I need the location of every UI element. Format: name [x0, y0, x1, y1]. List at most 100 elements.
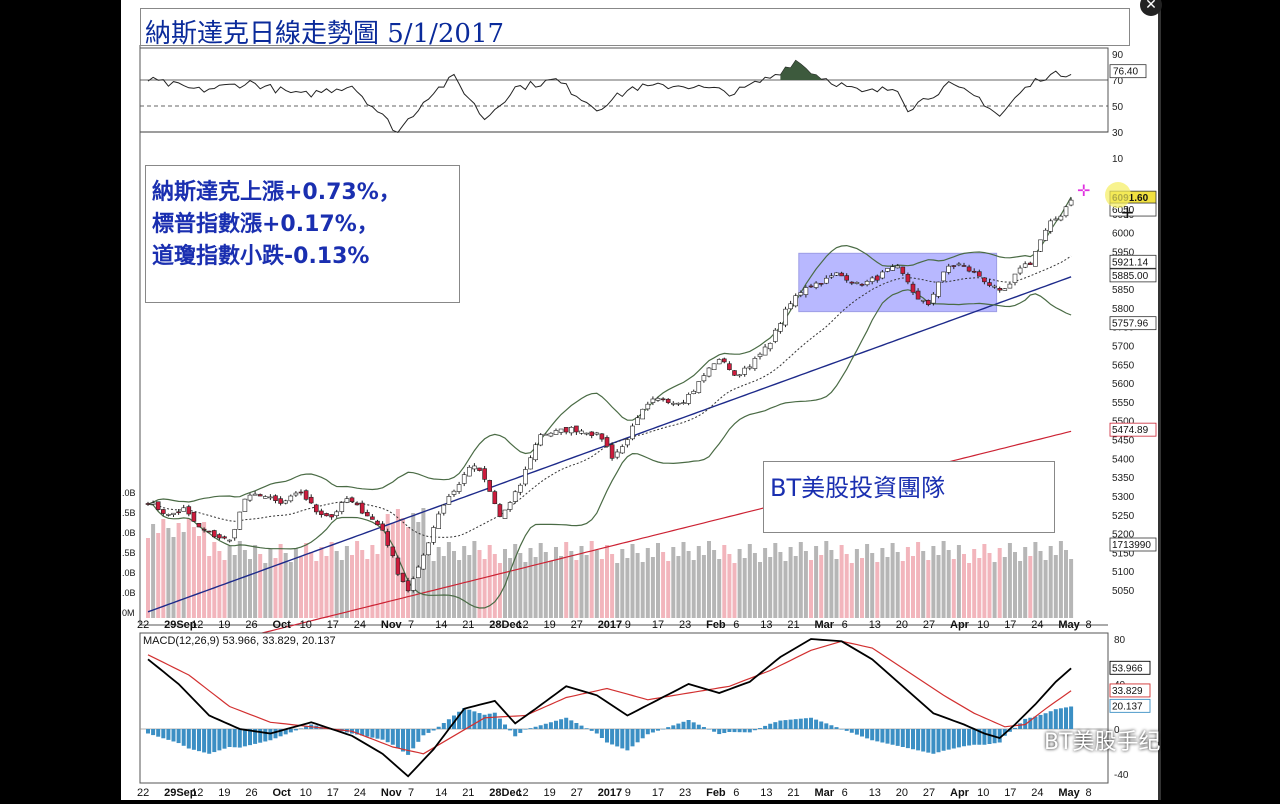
macd-histogram-bar	[472, 711, 477, 729]
volume-bar	[747, 544, 752, 618]
price-x-tick-label: 2017	[598, 619, 622, 631]
macd-histogram-bar	[584, 728, 589, 729]
macd-histogram-bar	[299, 728, 303, 729]
candle-body	[711, 363, 717, 370]
macd-histogram-bar	[304, 726, 309, 729]
candle-body	[767, 342, 773, 350]
macd-histogram-bar	[202, 729, 207, 753]
volume-bar	[916, 542, 921, 618]
volume-bar	[299, 557, 303, 618]
candle-body	[477, 467, 482, 471]
candle-body	[538, 434, 544, 446]
price-tick-label: 5300	[1112, 492, 1135, 503]
volume-bar	[905, 547, 910, 618]
volume-bar	[242, 550, 247, 618]
volume-bar	[406, 527, 411, 618]
macd-histogram-bar	[1058, 708, 1063, 729]
volume-bar	[875, 562, 880, 618]
macd-histogram-bar	[763, 725, 768, 729]
macd-histogram-bar	[237, 729, 242, 748]
macd-histogram-bar	[594, 729, 599, 734]
macd-histogram-bar	[681, 721, 686, 729]
candle-body	[329, 514, 334, 518]
macd-histogram-bar	[936, 729, 941, 753]
candle-body	[757, 353, 763, 357]
candle-body	[517, 484, 523, 493]
candle-body	[1043, 229, 1048, 241]
macd-histogram-bar	[288, 729, 293, 733]
macd-x-tick-label: Mar	[815, 787, 835, 799]
macd-histogram-bar	[579, 725, 584, 729]
volume-bar	[441, 556, 446, 618]
candle-body	[966, 266, 972, 272]
macd-histogram-bar	[513, 729, 518, 737]
price-x-tick-label: 27	[923, 619, 935, 631]
candle-body	[808, 285, 814, 288]
candle-body	[609, 444, 615, 459]
volume-bar	[671, 547, 676, 618]
macd-histogram-bar	[839, 729, 844, 730]
volume-bar	[921, 551, 926, 618]
price-panel	[139, 45, 1108, 663]
candle-body	[625, 439, 630, 446]
candle-body	[1048, 220, 1053, 232]
candle-body	[1053, 218, 1059, 221]
volume-bar	[1018, 561, 1023, 618]
volume-bar	[890, 543, 895, 618]
macd-histogram-bar	[625, 729, 630, 751]
candle-body	[339, 502, 345, 512]
macd-histogram-bar	[829, 725, 834, 729]
volume-bar	[426, 552, 431, 618]
candle-body	[161, 509, 166, 514]
close-icon[interactable]: ✕	[1140, 0, 1162, 16]
volume-bar	[288, 562, 293, 618]
macd-histogram-bar	[406, 729, 411, 755]
macd-x-tick-label: 10	[977, 787, 989, 799]
volume-bar	[324, 556, 329, 618]
macd-histogram-bar	[712, 729, 717, 732]
macd-histogram-bar	[462, 708, 467, 729]
price-x-tick-label: 28Dec	[489, 619, 521, 631]
candle-body	[446, 496, 452, 505]
candle-body	[961, 265, 967, 267]
price-x-tick-label: 12	[516, 619, 528, 631]
team-label: BT美股投資團隊	[770, 474, 946, 502]
candle-body	[676, 402, 681, 405]
candle-body	[640, 408, 646, 420]
volume-bar	[707, 541, 711, 618]
macd-histogram-bar	[630, 729, 635, 747]
candle-body	[829, 275, 834, 278]
macd-x-tick-label: 12	[516, 787, 528, 799]
price-x-tick-label: 21	[462, 619, 474, 631]
price-x-tick-label: Apr	[950, 619, 970, 631]
volume-bar	[956, 545, 961, 618]
macd-histogram-bar	[197, 729, 201, 752]
candle-body	[706, 367, 712, 377]
price-tag-box	[1109, 316, 1157, 331]
volume-bar	[232, 555, 237, 618]
macd-histogram-bar	[701, 727, 706, 729]
volume-bar	[579, 546, 584, 618]
candle-body	[405, 580, 411, 592]
volume-bar	[839, 545, 844, 618]
volume-bar	[1053, 555, 1058, 618]
macd-histogram-bar	[421, 729, 426, 736]
macd-histogram-bar	[854, 729, 859, 735]
macd-value-tag	[1109, 698, 1151, 713]
ma20-line	[147, 255, 1072, 538]
candle-body	[752, 358, 758, 369]
macd-histogram-bar	[691, 722, 696, 729]
candle-body	[283, 500, 289, 504]
macd-histogram-bar	[248, 729, 252, 746]
macd-histogram-bar	[732, 729, 737, 733]
price-tick-label: 5850	[1112, 285, 1135, 296]
macd-histogram-bar	[497, 718, 502, 729]
macd-x-tick-label: 9	[625, 787, 631, 799]
macd-x-tick-label: 29Sep	[164, 787, 197, 799]
macd-tick-label: 80	[1114, 635, 1126, 646]
volume-bar	[661, 552, 666, 618]
rsi-frame	[139, 47, 1109, 133]
macd-histogram-bar	[849, 729, 854, 733]
macd-histogram-bar	[926, 729, 931, 753]
macd-histogram-bar	[1053, 709, 1058, 729]
